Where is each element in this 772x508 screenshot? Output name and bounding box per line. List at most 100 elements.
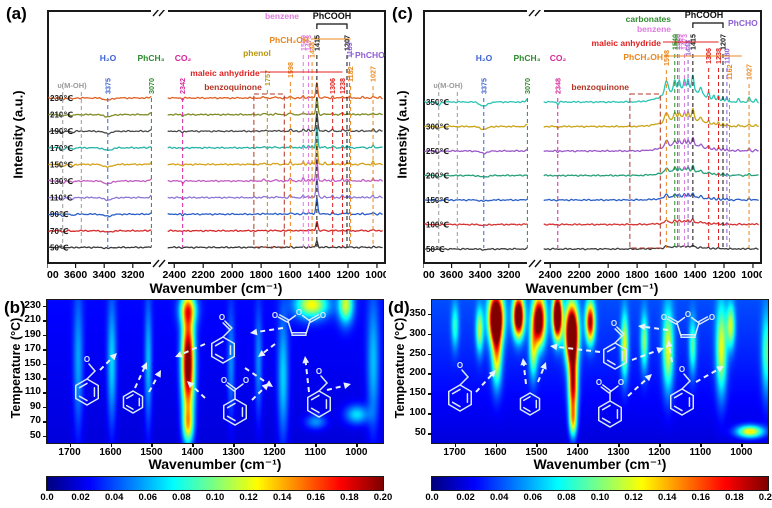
x-tick-label: 1800 bbox=[625, 269, 649, 281]
heatmap-x-tick-label: 1500 bbox=[140, 447, 163, 458]
spectrum-curve bbox=[424, 247, 528, 251]
x-tick-label: 3400 bbox=[93, 269, 117, 281]
colorbar-tick-label: 0.02 bbox=[456, 492, 475, 503]
x-tick-label: 1600 bbox=[278, 269, 302, 281]
y-tick-mark bbox=[43, 334, 47, 337]
heatmap-x-tick-label: 1700 bbox=[58, 447, 81, 458]
x-tick-mark bbox=[233, 443, 235, 447]
species-label: PhCH₃ bbox=[137, 53, 164, 63]
x-tick-label: 2200 bbox=[192, 269, 216, 281]
benzoquinone-region-box bbox=[629, 93, 661, 249]
x-tick-label: 1000 bbox=[741, 269, 762, 281]
spectrum-curve bbox=[48, 95, 152, 101]
band-wavenumber: 1415 bbox=[312, 35, 321, 51]
panel-c-x-axis-label: Wavenumber (cm⁻¹) bbox=[525, 280, 659, 296]
panel-a-x-axis-label: Wavenumber (cm⁻¹) bbox=[149, 280, 283, 296]
panel-c-spectra-plot: 3800 3600 3400 3200 2400 2200 2000 1800 1600 1400… bbox=[423, 10, 762, 281]
heatmap-y-tick-label: 90 bbox=[29, 400, 41, 412]
colorbar-tick-label: 0.20 bbox=[373, 492, 393, 503]
panel-d-x-axis-label: Wavenumber (cm⁻¹) bbox=[533, 456, 667, 472]
species-label: υ(M-OH) bbox=[57, 81, 87, 90]
species-label: maleic anhydride bbox=[592, 38, 662, 48]
heatmap-y-tick-label: 200 bbox=[409, 367, 426, 379]
heatmap-x-tick-label: 1500 bbox=[525, 447, 548, 458]
x-tick-mark bbox=[700, 443, 702, 447]
band-wavenumber: 1207 bbox=[718, 34, 727, 50]
colorbar-tick-label: 0.02 bbox=[71, 492, 90, 503]
panel-d-letter: (d) bbox=[388, 298, 410, 317]
band-wavenumber: 1509 bbox=[299, 35, 308, 51]
axis-break-slash bbox=[534, 259, 542, 268]
colorbar-tick-label: 0.0 bbox=[425, 492, 439, 503]
panel-b-colorbar bbox=[46, 476, 384, 491]
x-tick-label: 2400 bbox=[539, 269, 563, 281]
x-tick-mark bbox=[618, 443, 620, 447]
panel-b-x-axis-label: Wavenumber (cm⁻¹) bbox=[148, 456, 282, 472]
temperature-label: 70℃ bbox=[50, 227, 69, 236]
spectrum-curve bbox=[424, 198, 528, 203]
x-tick-mark bbox=[577, 443, 579, 447]
axis-break-gap bbox=[151, 260, 168, 264]
temperature-label: 300℃ bbox=[426, 123, 449, 132]
colorbar-tick-label: 0.12 bbox=[624, 492, 643, 503]
species-label: PhCOOH bbox=[685, 10, 724, 20]
axis-break-slash bbox=[534, 10, 542, 17]
species-label: carbonates bbox=[626, 14, 672, 24]
species-label: PhCH₂OH bbox=[269, 35, 309, 45]
x-tick-label: 1800 bbox=[249, 269, 273, 281]
heatmap-x-tick-label: 1200 bbox=[263, 447, 286, 458]
species-label: benzoquinone bbox=[571, 82, 629, 92]
colorbar-tick-label: 0.14 bbox=[272, 492, 292, 503]
spectrum-curve bbox=[167, 158, 384, 185]
axis-break-slash bbox=[158, 259, 166, 268]
x-tick-mark bbox=[192, 443, 194, 447]
spectrum-curve bbox=[48, 178, 152, 185]
spectrum-curve bbox=[48, 212, 152, 218]
x-tick-mark bbox=[274, 443, 276, 447]
spectrum-curve bbox=[424, 223, 528, 227]
heatmap-x-tick-label: 1200 bbox=[648, 447, 671, 458]
axis-break-gap bbox=[527, 260, 544, 264]
spectrum-curve bbox=[48, 162, 152, 169]
x-tick-label: 1200 bbox=[336, 269, 360, 281]
band-wavenumber: 3375 bbox=[479, 78, 488, 94]
panel-d-colorbar bbox=[431, 476, 769, 491]
spectrum-curve bbox=[167, 113, 383, 134]
temperature-label: 50℃ bbox=[426, 245, 445, 254]
axis-break-slash bbox=[152, 259, 160, 268]
x-tick-mark bbox=[69, 443, 72, 447]
band-wavenumber: 1238 bbox=[338, 78, 347, 94]
species-label: υ(M-OH) bbox=[433, 81, 463, 90]
spectrum-curve bbox=[48, 146, 152, 151]
species-label: PhCHO bbox=[728, 18, 758, 28]
x-tick-mark bbox=[151, 443, 153, 447]
heatmap-y-tick-label: 230 bbox=[24, 299, 41, 311]
x-tick-label: 3600 bbox=[440, 269, 464, 281]
x-tick-label: 1000 bbox=[365, 269, 386, 281]
panel-c-y-axis-label: Intensity (a.u.) bbox=[394, 90, 410, 179]
species-label: benzoquinone bbox=[204, 82, 262, 92]
species-label: PhCOOH bbox=[313, 11, 352, 21]
band-wavenumber: 1448 bbox=[308, 42, 317, 58]
x-tick-label: 3600 bbox=[64, 269, 88, 281]
y-tick-mark bbox=[43, 305, 47, 308]
colorbar-tick-label: 0.04 bbox=[489, 492, 509, 503]
heatmap-y-tick-label: 100 bbox=[409, 407, 426, 419]
spectrum-curve bbox=[543, 192, 759, 202]
band-wavenumber: 1473 bbox=[304, 35, 313, 51]
panel-a-letter: (a) bbox=[6, 4, 27, 23]
heatmap-y-tick-label: 130 bbox=[24, 372, 41, 383]
heatmap-x-tick-label: 1400 bbox=[566, 447, 589, 458]
colorbar-tick-label: 0.12 bbox=[239, 492, 258, 503]
spectrum-curve bbox=[48, 246, 152, 250]
band-wavenumber: 3070 bbox=[523, 78, 532, 94]
plot-border bbox=[423, 10, 762, 264]
spectrum-curve bbox=[543, 164, 759, 177]
heatmap-x-tick-label: 1300 bbox=[607, 447, 630, 458]
heatmap-y-tick-label: 110 bbox=[24, 386, 41, 398]
heatmap-y-tick-label: 150 bbox=[24, 357, 41, 369]
band-wavenumber: 3070 bbox=[147, 78, 156, 94]
heatmap-y-tick-label: 170 bbox=[24, 343, 41, 355]
colorbar-tick-label: 0.08 bbox=[172, 492, 191, 503]
heatmap-y-tick-label: 250 bbox=[409, 347, 426, 359]
